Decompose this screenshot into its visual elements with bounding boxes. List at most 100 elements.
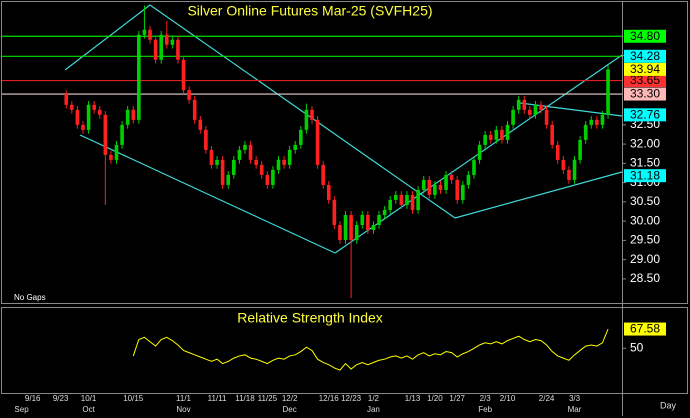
candle-body <box>142 29 147 35</box>
candle-body <box>606 69 610 115</box>
trendlines <box>64 4 623 254</box>
candle-body <box>488 134 493 140</box>
month-label: Sep <box>14 405 29 414</box>
candle-body <box>265 174 270 185</box>
candle-body <box>433 184 437 195</box>
x-tick-label: 1/27 <box>449 394 465 403</box>
candle-body <box>572 159 577 180</box>
x-tick-label: 11/11 <box>208 394 227 403</box>
candle-body <box>204 129 208 150</box>
candle-body <box>97 109 102 115</box>
candle-body <box>461 184 465 200</box>
x-tick-label: 1/2 <box>368 394 380 403</box>
candle-body <box>550 124 554 145</box>
candle-body <box>198 119 203 130</box>
candle-body <box>215 159 219 165</box>
candle-body <box>533 104 538 115</box>
candle-body <box>388 199 392 210</box>
candle-body <box>371 224 376 230</box>
candle-body <box>259 164 264 175</box>
candle-body <box>555 144 560 160</box>
y-tick-label: 31.50 <box>630 156 660 170</box>
candle-body <box>539 104 543 110</box>
y-tick-label: 32.00 <box>630 136 660 150</box>
candle-body <box>483 134 487 145</box>
last-price-box <box>624 62 666 76</box>
candle-body <box>528 109 532 115</box>
candle-body <box>516 99 521 110</box>
candle-body <box>338 224 342 240</box>
candle-body <box>159 34 163 60</box>
level-box <box>624 49 666 63</box>
candle-body <box>137 34 141 120</box>
x-unit-label: Day <box>660 400 677 410</box>
level-box-label: 33.30 <box>630 87 660 101</box>
candle-body <box>243 144 247 150</box>
candle-body <box>114 144 119 160</box>
candle-body <box>187 90 191 100</box>
trendline <box>79 134 336 254</box>
y-tick-label: 30.50 <box>630 194 660 208</box>
candle-body <box>304 109 309 130</box>
rsi-title: Relative Strength Index <box>237 310 383 326</box>
month-label: Dec <box>283 405 297 414</box>
candle-body <box>366 214 370 230</box>
x-tick-label: 11/25 <box>258 394 278 403</box>
candle-body <box>382 209 387 215</box>
y-tick-label: 29.00 <box>630 252 660 266</box>
candle-body <box>248 144 253 160</box>
candle-body <box>578 139 582 160</box>
candle-body <box>349 214 353 240</box>
candle-body <box>131 109 136 120</box>
candle-body <box>522 99 527 110</box>
candle-body <box>500 129 504 140</box>
level-box <box>624 74 666 88</box>
candle-body <box>176 39 180 60</box>
candle-body <box>405 194 409 205</box>
last-price-box-label: 33.94 <box>630 62 660 76</box>
candle-body <box>226 174 231 185</box>
candle-body <box>567 169 571 180</box>
candle-body <box>438 184 443 190</box>
candle-body <box>181 59 186 91</box>
trendline <box>454 171 623 219</box>
level-box <box>624 87 666 101</box>
candle-body <box>505 124 510 140</box>
candle-body <box>494 129 499 140</box>
level-box-label: 31.18 <box>630 168 660 182</box>
candle-body <box>589 119 594 125</box>
candle-body <box>377 214 381 225</box>
price-panel-frame <box>1 1 688 304</box>
x-tick-label: 1/20 <box>427 394 443 403</box>
candle-body <box>103 114 108 155</box>
candle-body <box>164 34 169 45</box>
candle-body <box>310 109 314 120</box>
month-label: Mar <box>568 405 582 414</box>
level-box <box>624 29 666 43</box>
level-box <box>624 108 666 122</box>
candle-body <box>595 119 599 125</box>
x-tick-label: 9/23 <box>53 394 69 403</box>
candle-body <box>92 104 96 110</box>
month-label: Nov <box>176 405 190 414</box>
candle-body <box>399 194 404 205</box>
candle-body <box>232 159 236 175</box>
candle-body <box>511 109 515 125</box>
candle-body <box>600 114 605 125</box>
candle-body <box>271 169 275 185</box>
candle-body <box>287 149 292 165</box>
x-tick-label: 11/18 <box>235 394 255 403</box>
candle-body <box>421 179 426 190</box>
candle-body <box>170 39 175 45</box>
x-tick-label: 9/16 <box>25 394 41 403</box>
candle-body <box>148 29 152 40</box>
candle-body <box>237 149 242 160</box>
candle-body <box>455 179 460 200</box>
x-tick-label: 12/2 <box>282 394 298 403</box>
candle-body <box>81 124 85 130</box>
candle-body <box>321 164 325 185</box>
rsi-tick-label: 50 <box>630 340 644 354</box>
level-box-label: 32.76 <box>630 108 660 122</box>
